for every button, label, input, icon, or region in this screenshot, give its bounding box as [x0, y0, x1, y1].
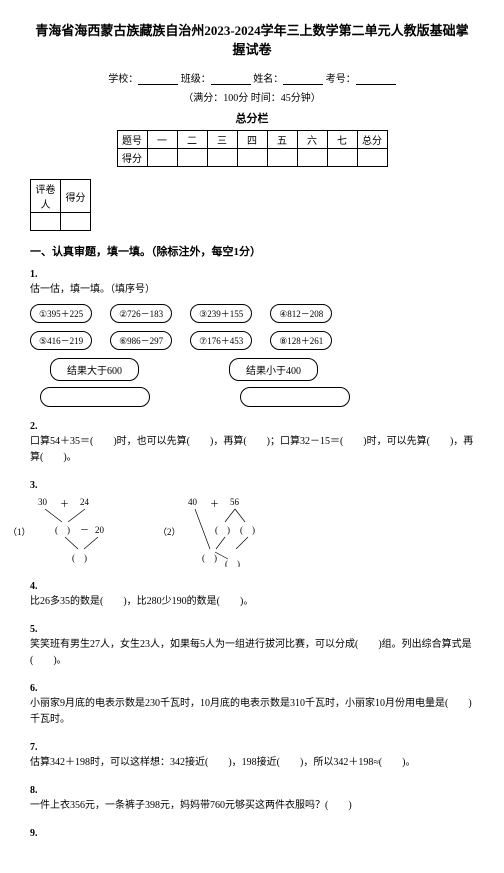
question-7: 7. 估算342＋198时，可以这样想：342接近( )，198接近( )，所以…	[30, 742, 474, 771]
page-title: 青海省海西蒙古族藏族自治州2023-2024学年三上数学第二单元人教版基础掌握试…	[30, 20, 474, 58]
q1-res1: 结果大于600	[50, 358, 139, 381]
q1-pill-1: ①395＋225	[30, 304, 92, 323]
svg-text:( ): ( )	[72, 553, 87, 563]
score-h7: 七	[327, 131, 357, 149]
q1-row2: ⑤416－219 ⑥986－297 ⑦176＋453 ⑧128＋261	[30, 331, 474, 350]
svg-text:( ): ( )	[225, 559, 240, 567]
score-c4	[237, 149, 267, 167]
q3-tree2: （2） 40 ＋ 56 ( ) ( ) ( ) ( )	[180, 497, 270, 567]
question-3: 3. （1） 30 ＋ 24 ( ) － 20 ( ) （2） 40 ＋ 56	[30, 480, 474, 567]
svg-text:( ): ( )	[55, 525, 70, 535]
info-line-1: 学校： 班级： 姓名： 考号：	[30, 70, 474, 85]
svg-text:( ): ( )	[202, 553, 217, 563]
score-h4: 四	[237, 131, 267, 149]
q1-boxes: ①395＋225 ②726－183 ③239＋155 ④812－208 ⑤416…	[30, 304, 474, 407]
score-c5	[267, 149, 297, 167]
name-label: 姓名：	[253, 74, 283, 85]
score-h8: 总分	[357, 131, 387, 149]
score-row-label: 得分	[117, 149, 147, 167]
score-c2	[177, 149, 207, 167]
question-9: 9.	[30, 828, 474, 839]
q1-text: 估一估，填一填。（填序号）	[30, 282, 474, 298]
q6-text: 小丽家9月底的电表示数是230千瓦时，10月底的电表示数是310千瓦时，小丽家1…	[30, 696, 474, 728]
q3-t1-label: （1）	[8, 525, 31, 538]
question-6: 6. 小丽家9月底的电表示数是230千瓦时，10月底的电表示数是310千瓦时，小…	[30, 683, 474, 728]
question-8: 8. 一件上衣356元，一条裤子398元，妈妈带760元够买这两件衣服吗？( )	[30, 785, 474, 814]
q6-num: 6.	[30, 683, 474, 694]
svg-text:－: －	[80, 525, 89, 535]
q4-text: 比26多35的数是( )，比280少190的数是( )。	[30, 594, 474, 610]
question-5: 5. 笑笑班有男生27人，女生23人，如果每5人为一组进行拔河比赛，可以分成( …	[30, 624, 474, 669]
q3-t1-c: 20	[95, 525, 105, 535]
q1-pill-6: ⑥986－297	[110, 331, 172, 350]
q3-trees: （1） 30 ＋ 24 ( ) － 20 ( ) （2） 40 ＋ 56	[30, 497, 474, 567]
svg-text:( ): ( )	[240, 525, 255, 535]
class-blank	[211, 73, 251, 85]
q1-pill-5: ⑤416－219	[30, 331, 92, 350]
q4-num: 4.	[30, 581, 474, 592]
score-h3: 三	[207, 131, 237, 149]
section-1-head: 一、认真审题，填一填。（除标注外，每空1分）	[30, 243, 474, 259]
score-c1	[147, 149, 177, 167]
score-value-row: 得分	[117, 149, 387, 167]
name-blank	[283, 73, 323, 85]
score-c3	[207, 149, 237, 167]
q3-t1-svg: ( ) － 20 ( )	[30, 497, 120, 567]
question-2: 2. 口算54＋35＝( )时，也可以先算( )，再算( )；口算32－15＝(…	[30, 421, 474, 466]
q1-pill-4: ④812－208	[270, 304, 332, 323]
examno-label: 考号：	[326, 74, 356, 85]
q5-text: 笑笑班有男生27人，女生23人，如果每5人为一组进行拔河比赛，可以分成( )组。…	[30, 637, 474, 669]
q7-text: 估算342＋198时，可以这样想：342接近( )，198接近( )，所以342…	[30, 755, 474, 771]
score-c7	[327, 149, 357, 167]
question-1: 1. 估一估，填一填。（填序号） ①395＋225 ②726－183 ③239＋…	[30, 269, 474, 407]
q3-num: 3.	[30, 480, 474, 491]
q1-pill-2: ②726－183	[110, 304, 172, 323]
q1-pill-7: ⑦176＋453	[190, 331, 252, 350]
question-4: 4. 比26多35的数是( )，比280少190的数是( )。	[30, 581, 474, 610]
q5-num: 5.	[30, 624, 474, 635]
q1-num: 1.	[30, 269, 474, 280]
q7-num: 7.	[30, 742, 474, 753]
q1-empty1	[40, 387, 150, 407]
examno-blank	[356, 73, 396, 85]
school-label: 学校：	[108, 74, 138, 85]
score-header-row: 题号 一 二 三 四 五 六 七 总分	[117, 131, 387, 149]
q2-num: 2.	[30, 421, 474, 432]
q1-pill-3: ③239＋155	[190, 304, 252, 323]
q1-empty2	[240, 387, 350, 407]
class-label: 班级：	[181, 74, 211, 85]
duration-line: （满分：100分 时间：45分钟）	[30, 89, 474, 104]
reviewer-blank1	[31, 213, 61, 231]
reviewer-table: 评卷人 得分	[30, 179, 91, 231]
q2-text: 口算54＋35＝( )时，也可以先算( )，再算( )；口算32－15＝( )时…	[30, 434, 474, 466]
score-section-label: 总分栏	[30, 110, 474, 126]
score-c6	[297, 149, 327, 167]
q1-pill-8: ⑧128＋261	[270, 331, 332, 350]
q1-result-row: 结果大于600 结果小于400	[50, 358, 474, 381]
score-h6: 六	[297, 131, 327, 149]
score-h1: 一	[147, 131, 177, 149]
school-blank	[138, 73, 178, 85]
reviewer-col1: 评卷人	[31, 180, 61, 213]
q9-num: 9.	[30, 828, 474, 839]
score-c8	[357, 149, 387, 167]
reviewer-blank2	[61, 213, 91, 231]
score-h5: 五	[267, 131, 297, 149]
q3-tree1: （1） 30 ＋ 24 ( ) － 20 ( )	[30, 497, 120, 567]
q8-num: 8.	[30, 785, 474, 796]
q1-row1: ①395＋225 ②726－183 ③239＋155 ④812－208	[30, 304, 474, 323]
svg-text:( ): ( )	[215, 525, 230, 535]
reviewer-col2: 得分	[61, 180, 91, 213]
q1-empty-row	[40, 387, 474, 407]
q1-res2: 结果小于400	[229, 358, 318, 381]
score-h0: 题号	[117, 131, 147, 149]
q3-t2-svg: ( ) ( ) ( ) ( )	[180, 497, 270, 567]
q3-t2-label: （2）	[158, 525, 181, 538]
score-table: 题号 一 二 三 四 五 六 七 总分 得分	[117, 130, 388, 167]
q8-text: 一件上衣356元，一条裤子398元，妈妈带760元够买这两件衣服吗？( )	[30, 798, 474, 814]
score-h2: 二	[177, 131, 207, 149]
